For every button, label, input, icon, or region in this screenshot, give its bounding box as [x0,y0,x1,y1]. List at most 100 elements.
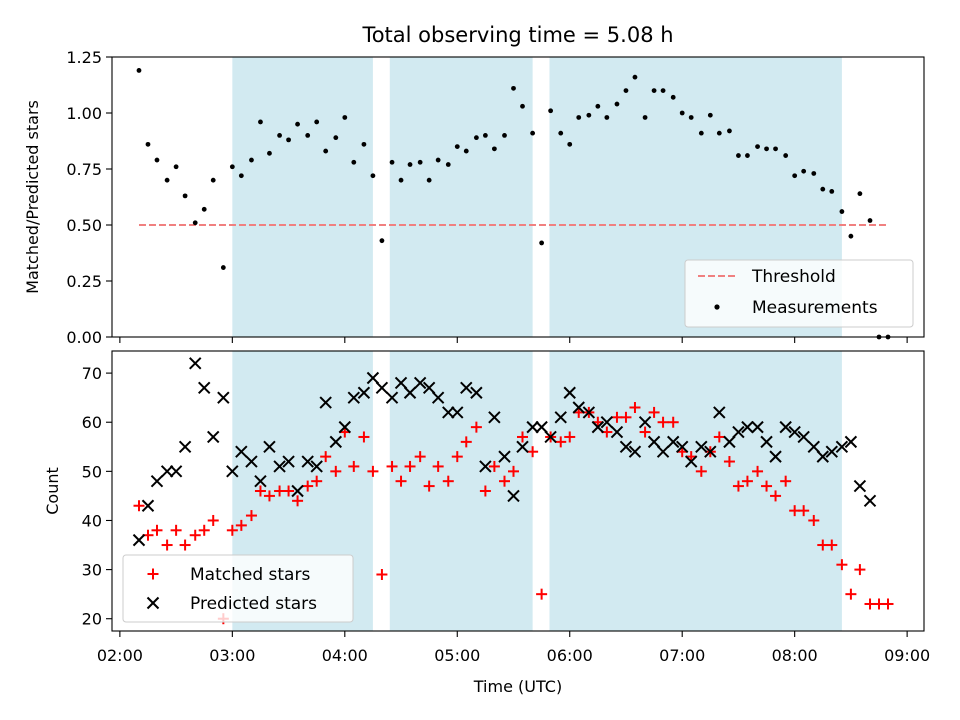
matched-point [516,431,528,443]
matched-point [761,480,773,492]
predicted-point [403,386,417,399]
matched-point [133,500,145,512]
predicted-point [235,445,248,458]
cross-b [797,430,810,444]
predicted-point [338,420,352,434]
measurement-point [801,168,807,174]
top-legend-box [684,259,914,328]
measurement-point [530,130,536,136]
cross-b [563,386,576,399]
bottom-axes-frame [111,350,925,632]
measurement-point [210,177,216,183]
legend-measurements-swatch [714,304,720,310]
matched-point [657,416,669,428]
measurement-point [379,238,385,244]
measurement-point [558,130,564,136]
matched-point [414,451,426,463]
measurement-point [698,130,704,136]
cross-b [310,460,323,473]
cross-b [141,499,155,512]
matched-point [780,475,792,487]
matched-point [302,480,314,492]
cross-b [516,440,529,453]
predicted-point [413,376,427,390]
matched-point [235,519,247,531]
y-tick-label: 0.00 [66,328,102,347]
cross-b [282,455,295,468]
legend-matched-swatch [147,568,159,580]
predicted-point [460,381,473,395]
measurement-point [520,103,525,109]
matched-point [189,529,201,541]
predicted-point [150,474,164,488]
measurement-point [426,177,432,183]
cross-b [844,435,858,449]
matched-point [330,465,342,477]
predicted-point [516,440,529,453]
predicted-point [263,440,276,453]
matched-point [170,524,182,536]
x-tick-label: 08:00 [772,646,818,665]
cross-b [666,435,680,449]
measurement-point [463,148,469,154]
matched-point [367,465,379,477]
predicted-point [704,445,717,458]
observing-interval [549,351,842,631]
measurement-point [848,233,854,239]
measurement-point [511,85,516,91]
x-tick-label: 09:00 [884,646,930,665]
matched-point [442,475,454,487]
matched-point [395,475,407,487]
measurement-point [173,164,179,170]
predicted-point [769,450,782,463]
matched-point [179,539,191,551]
measurement-point [764,146,769,152]
cross-b [207,430,220,444]
predicted-point [282,455,295,468]
cross-b [554,411,567,424]
cross-b [357,386,371,399]
predicted-point [198,381,211,395]
cross-b [254,474,267,488]
measurement-point [736,153,741,158]
cross-b [684,455,698,468]
matched-stars-points [133,401,894,625]
matched-point [770,490,782,502]
matched-point [854,564,866,576]
measurement-point [576,115,582,120]
predicted-point [863,494,877,508]
matched-point [423,480,435,492]
matched-point [245,510,257,522]
cross-b [788,425,801,439]
cross-b [413,376,427,390]
cross-b [150,474,164,488]
x-tick-label: 03:00 [209,646,255,665]
legend-predicted-label: Predicted stars [190,594,317,614]
matched-point [226,524,238,536]
predicted-point [245,455,258,468]
measurement-point [586,112,592,118]
bottom-y-axis-label: Count [43,467,62,515]
cross-b [470,386,483,399]
measurement-point [249,157,254,163]
predicted-point [835,440,849,453]
measurement-point [389,159,395,165]
top-y-axis-label: Matched/Predicted stars [23,100,42,294]
predicted-point [572,401,585,414]
cross-b [713,406,726,419]
measurement-point [727,128,732,134]
predicted-point [695,440,708,453]
cross-b [572,401,585,414]
predicted-point [779,420,792,434]
measurement-point [642,115,648,120]
predicted-point [507,489,520,503]
measurement-point [154,157,160,163]
matched-point [470,421,482,433]
measurement-point [182,193,188,199]
matched-point [254,485,266,497]
measurement-point [604,115,610,120]
matched-point [695,465,707,477]
y-tick-label: 1.00 [66,104,102,123]
cross-b [375,381,389,395]
top-x-ticks [119,337,908,343]
